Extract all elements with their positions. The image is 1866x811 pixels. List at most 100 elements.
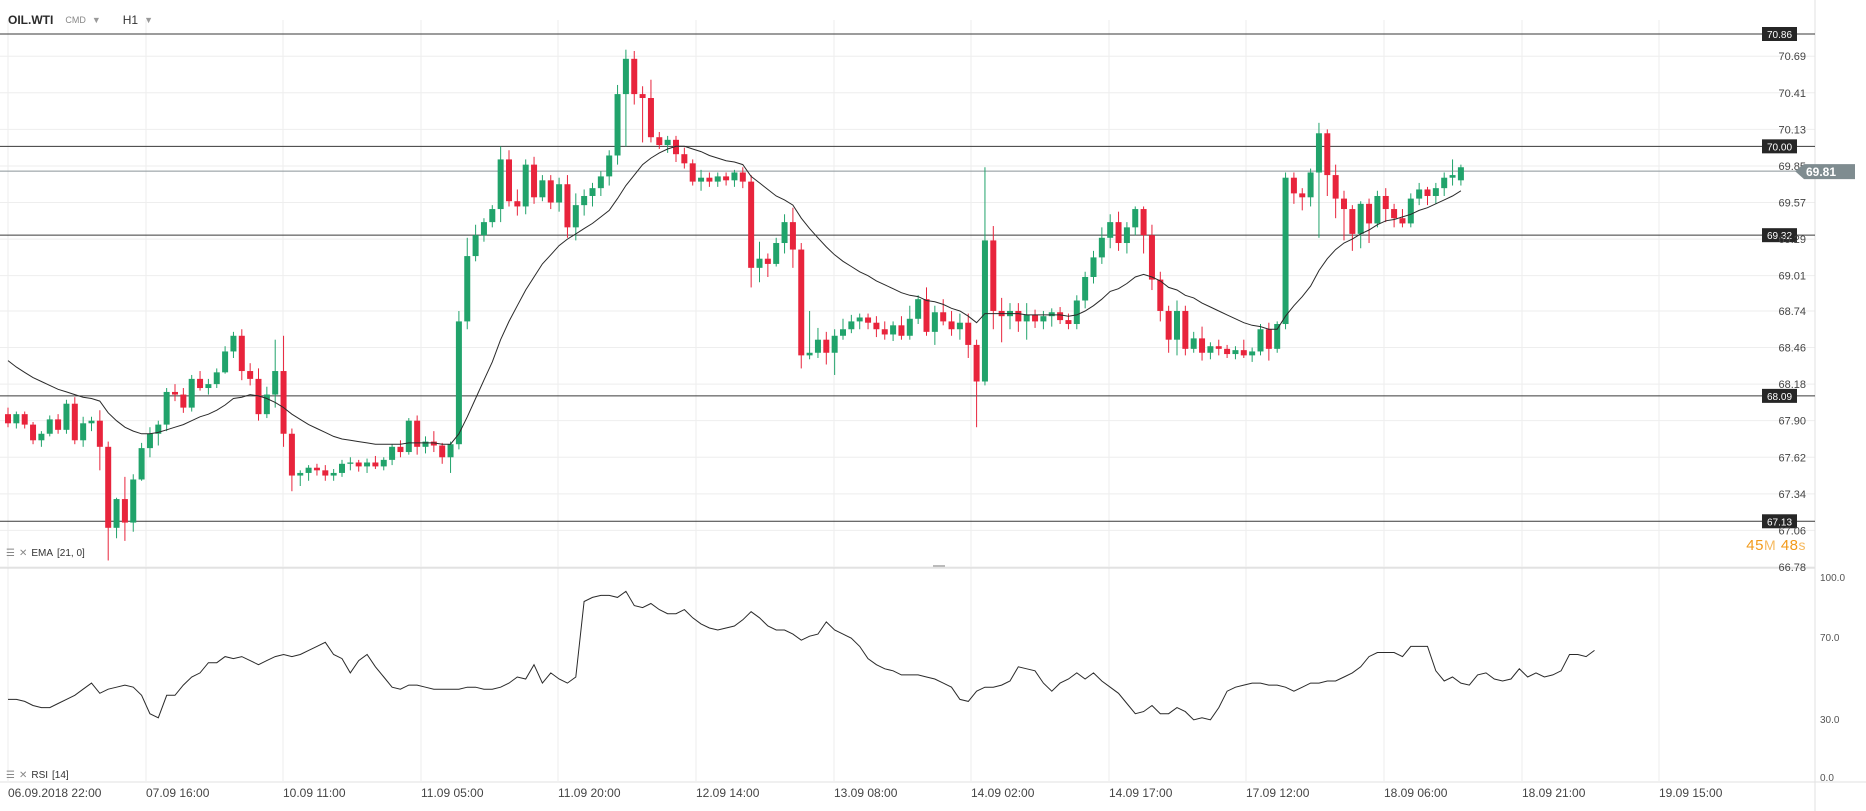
- bullish-candle: [205, 384, 212, 389]
- bearish-candle: [172, 391, 178, 395]
- bearish-candle: [764, 258, 771, 264]
- bearish-candle: [121, 499, 128, 523]
- bullish-candle: [405, 420, 412, 453]
- bullish-candle: [1432, 188, 1439, 196]
- bearish-candle: [1382, 195, 1389, 210]
- bullish-candle: [1282, 177, 1289, 325]
- bearish-candle: [1290, 177, 1297, 194]
- bearish-candle: [1215, 346, 1222, 349]
- bullish-candle: [380, 459, 387, 467]
- price-tick-label: 67.34: [1778, 489, 1806, 501]
- time-tick-label: 14.09 02:00: [971, 786, 1035, 800]
- bullish-candle: [806, 352, 813, 356]
- time-tick-label: 14.09 17:00: [1109, 786, 1173, 800]
- rsi-tick-label: 100.0: [1820, 573, 1845, 584]
- bullish-candle: [1098, 237, 1105, 258]
- bearish-candle: [973, 344, 980, 382]
- price-tick-label: 68.18: [1778, 379, 1806, 391]
- bullish-candle: [364, 462, 371, 467]
- bullish-candle: [1307, 172, 1314, 198]
- bullish-candle: [13, 414, 20, 424]
- bullish-candle: [497, 159, 504, 210]
- close-icon[interactable]: ✕: [18, 548, 28, 559]
- time-tick-label: 10.09 11:00: [283, 786, 346, 800]
- bullish-candle: [556, 184, 563, 203]
- bearish-candle: [990, 240, 997, 311]
- bullish-candle: [614, 94, 621, 156]
- bullish-candle: [698, 177, 705, 182]
- bullish-candle: [347, 462, 354, 464]
- level-label: 70.00: [1767, 142, 1792, 153]
- countdown-minutes: 45: [1746, 537, 1764, 554]
- bullish-candle: [1407, 198, 1414, 224]
- bearish-candle: [739, 172, 746, 182]
- bullish-candle: [572, 205, 579, 228]
- price-tick-label: 70.69: [1778, 51, 1806, 63]
- close-icon[interactable]: ✕: [18, 770, 28, 781]
- bullish-candle: [489, 209, 496, 223]
- time-tick-label: 12.09 14:00: [696, 786, 760, 800]
- rsi-name: RSI: [31, 770, 49, 781]
- bullish-candle: [130, 479, 137, 523]
- bullish-candle: [222, 351, 229, 373]
- price-tick-label: 69.57: [1778, 198, 1806, 210]
- bearish-candle: [288, 433, 295, 476]
- chart-toolbar: OIL.WTI CMD ▼ H1 ▼: [8, 10, 153, 30]
- bullish-candle: [88, 420, 95, 424]
- bearish-candle: [1341, 198, 1347, 210]
- bullish-candle: [163, 391, 170, 425]
- bearish-candle: [865, 317, 872, 323]
- bearish-candle: [1148, 235, 1155, 280]
- timeframe-selector[interactable]: H1: [122, 13, 139, 27]
- chevron-down-icon[interactable]: ▼: [144, 15, 154, 25]
- panel-resize-handle: [933, 565, 945, 567]
- bullish-candle: [1441, 177, 1448, 189]
- bearish-candle: [430, 441, 437, 446]
- price-tick-label: 70.41: [1778, 88, 1806, 100]
- bullish-candle: [455, 321, 462, 445]
- bullish-candle: [848, 321, 855, 330]
- bearish-candle: [881, 329, 888, 335]
- bullish-candle: [539, 180, 546, 198]
- chevron-down-icon[interactable]: ▼: [91, 15, 101, 25]
- bearish-candle: [238, 335, 245, 372]
- bearish-candle: [639, 94, 646, 99]
- bearish-candle: [1424, 189, 1431, 196]
- bearish-candle: [1224, 348, 1231, 355]
- price-tick-label: 68.74: [1778, 306, 1806, 318]
- level-label: 70.86: [1767, 30, 1792, 41]
- bullish-candle: [1357, 203, 1364, 234]
- candlesticks[interactable]: [5, 49, 1464, 561]
- level-badge: [1762, 388, 1797, 403]
- bearish-candle: [1182, 310, 1189, 349]
- countdown-minutes-unit: M: [1763, 537, 1777, 553]
- bearish-candle: [1399, 218, 1406, 224]
- bullish-candle: [1274, 324, 1281, 349]
- bullish-candle: [915, 299, 922, 319]
- ema-params: [21, 0]: [57, 548, 85, 559]
- bearish-candle: [647, 98, 654, 138]
- bullish-candle: [1073, 300, 1080, 325]
- settings-icon[interactable]: ☰: [6, 770, 15, 781]
- bullish-candle: [581, 195, 588, 206]
- bullish-candle: [781, 222, 788, 244]
- settings-icon[interactable]: ☰: [6, 548, 15, 559]
- bearish-candle: [1324, 133, 1331, 176]
- bullish-candle: [63, 403, 70, 430]
- bullish-candle: [1457, 167, 1464, 181]
- bearish-candle: [823, 339, 830, 353]
- bearish-candle: [247, 371, 254, 379]
- bearish-candle: [965, 322, 972, 345]
- bullish-candle: [330, 472, 337, 476]
- bullish-candle: [981, 240, 988, 382]
- price-axis: 70.6970.4170.1369.8569.5769.2969.0168.74…: [1778, 51, 1806, 574]
- bearish-candle: [873, 322, 880, 330]
- rsi-series-line: [8, 590, 1595, 721]
- symbol-name[interactable]: OIL.WTI: [8, 13, 54, 27]
- bullish-candle: [731, 172, 738, 181]
- ema-name: EMA: [31, 548, 54, 559]
- bearish-candle: [322, 470, 329, 476]
- bullish-candle: [46, 419, 53, 434]
- bullish-candle: [714, 176, 721, 182]
